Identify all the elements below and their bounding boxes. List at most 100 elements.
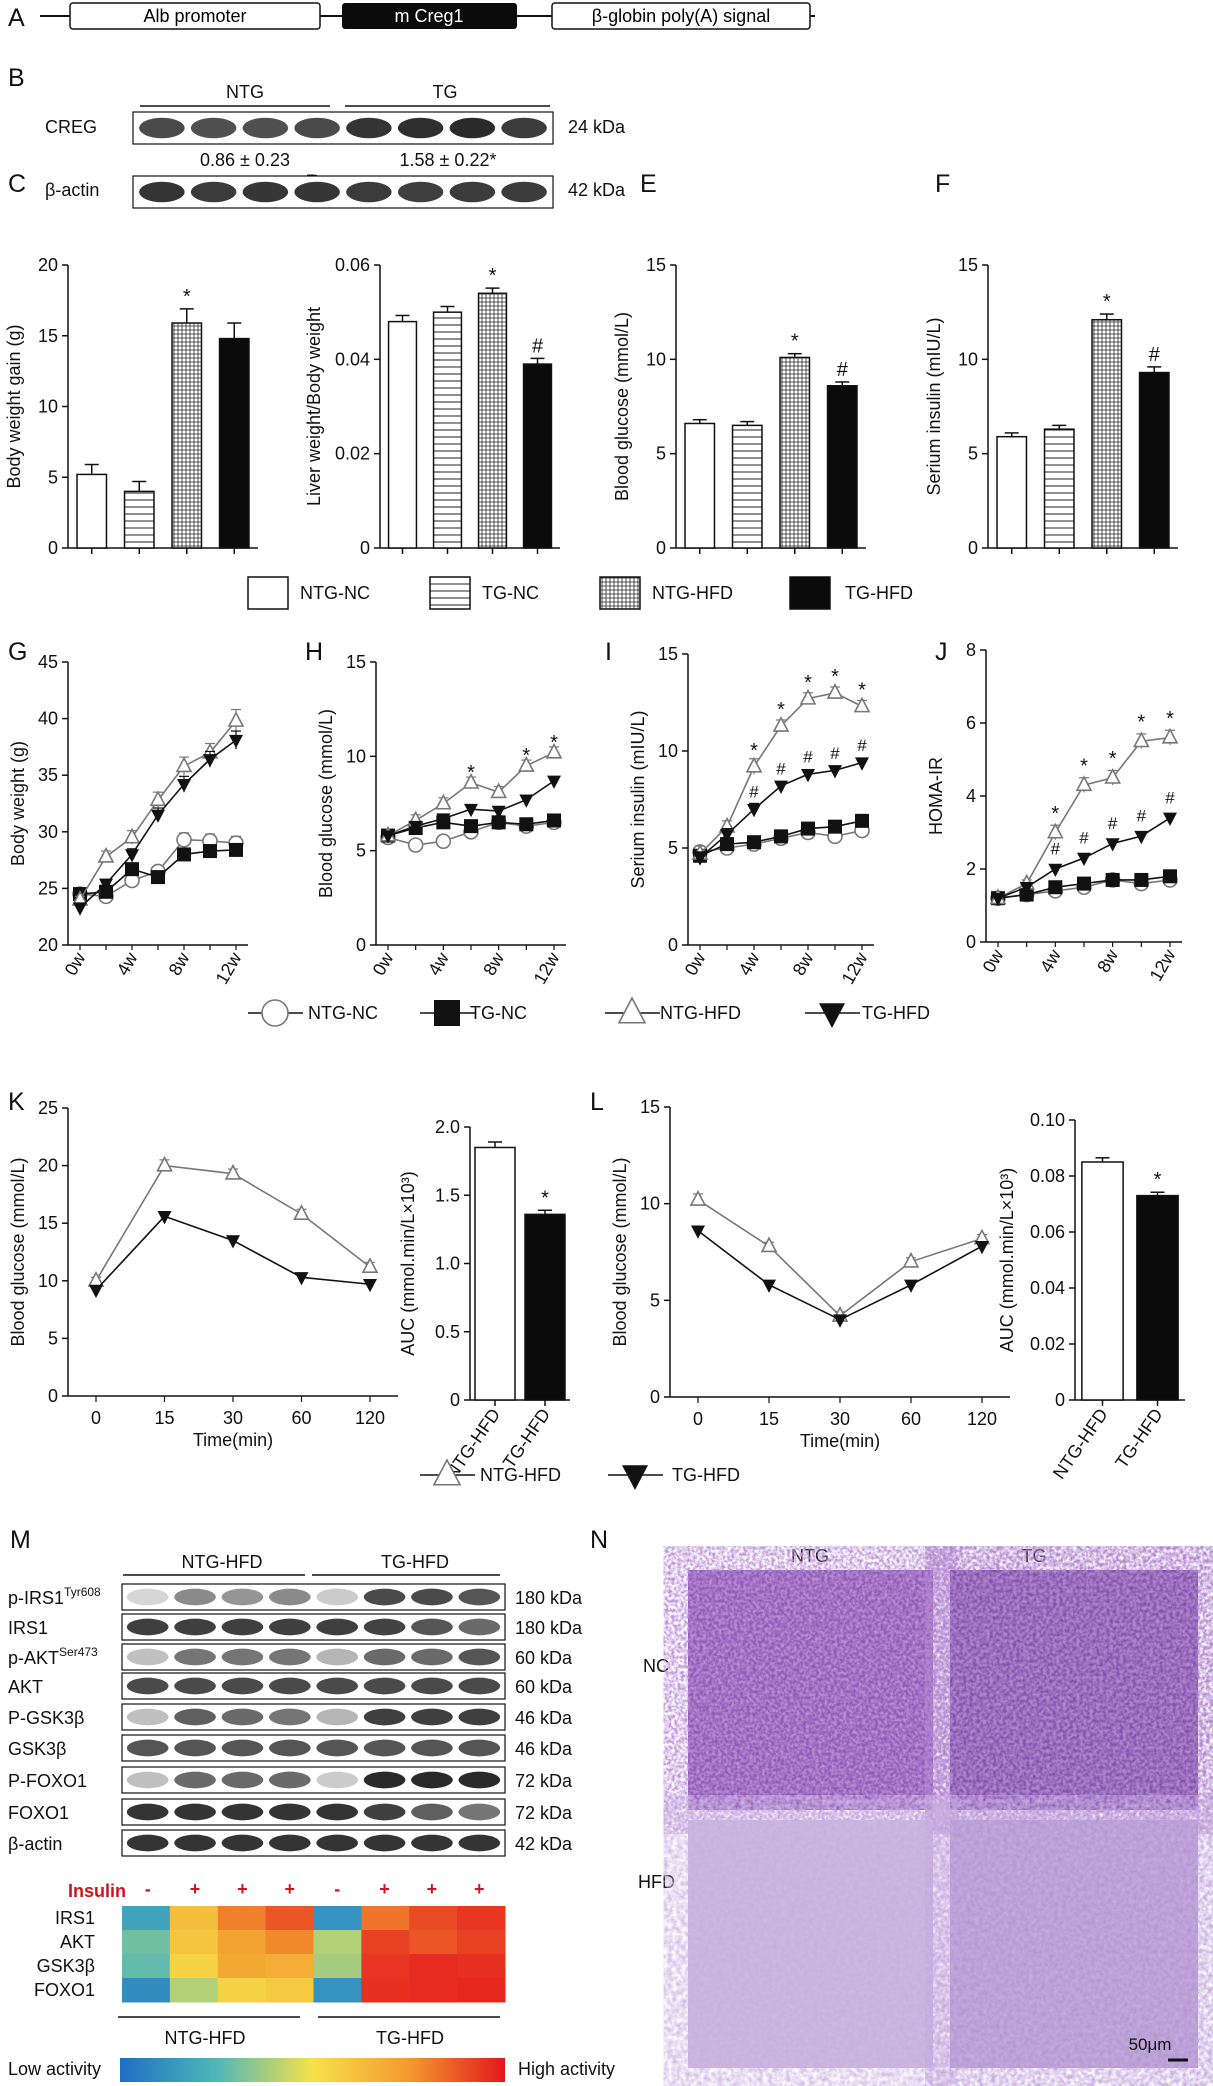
y-tick-label: 0 bbox=[450, 1390, 460, 1410]
bar bbox=[1081, 1161, 1124, 1401]
blot-band bbox=[316, 1618, 359, 1636]
panel-letter-j: J bbox=[935, 638, 948, 666]
marker-triangle-up bbox=[617, 996, 647, 1024]
histo-texture bbox=[688, 1570, 933, 1810]
legend-bars: NTG-NC TG-NC NTG-HFD TG-HFD bbox=[247, 576, 913, 610]
significance-mark: * bbox=[858, 680, 866, 702]
heatmap-cell bbox=[265, 1930, 314, 1955]
y-tick-label: 5 bbox=[48, 467, 58, 487]
y-tick-label: 0.5 bbox=[435, 1322, 460, 1342]
bar bbox=[387, 320, 418, 549]
blot-band bbox=[363, 1771, 406, 1789]
marker-triangle-down bbox=[833, 1314, 847, 1328]
legend-swatch bbox=[789, 576, 831, 610]
legend-label: NTG-NC bbox=[300, 583, 370, 603]
blot-band bbox=[126, 1648, 169, 1666]
marker-triangle-down bbox=[89, 1284, 103, 1299]
chart-l: 0 5 10 15 0 15 30 60 120 Time(min) Blood glucose (… bbox=[610, 1097, 1010, 1451]
legend-swatch bbox=[429, 576, 471, 610]
blot-band bbox=[242, 117, 289, 139]
significance-mark: # bbox=[837, 359, 849, 381]
x-tick-label: 30 bbox=[830, 1409, 850, 1429]
histo-texture bbox=[950, 1570, 1198, 1810]
marker-triangle-up bbox=[227, 711, 245, 727]
blot-band bbox=[363, 1588, 406, 1606]
heatmap-row-label: IRS1 bbox=[55, 1908, 95, 1928]
blot-m-row-label-sup: Ser473 bbox=[59, 1645, 98, 1659]
histology: NTG TG NC HFD 50μm bbox=[638, 1546, 1198, 2068]
heatmap-cell bbox=[409, 1978, 458, 2003]
blot-band bbox=[316, 1588, 359, 1606]
significance-mark: * bbox=[1080, 755, 1088, 777]
panel-letter-l: L bbox=[590, 1088, 604, 1116]
bar bbox=[1091, 318, 1123, 549]
y-tick-label: 5 bbox=[48, 1328, 58, 1348]
legend-swatch bbox=[599, 576, 641, 610]
legend-kl: NTG-HFD TG-HFD bbox=[420, 1458, 740, 1490]
marker-circle bbox=[176, 831, 192, 848]
blot-m-group-ntg: NTG-HFD bbox=[182, 1552, 263, 1572]
chart-c: 0 5 10 15 20 Body weight gain (g) * bbox=[4, 255, 258, 558]
y-tick-label: 1.5 bbox=[435, 1185, 460, 1205]
panel-letter-a: A bbox=[8, 4, 25, 32]
marker-triangle-up bbox=[1104, 767, 1121, 784]
x-tick-label: 30 bbox=[223, 1408, 243, 1428]
marker-triangle-up bbox=[760, 1236, 778, 1253]
chart-l-auc: 0 0.02 0.04 0.06 0.08 0.10 AUC (mmol.min/L×10³… bbox=[997, 1110, 1185, 1483]
significance-mark: * bbox=[522, 745, 530, 767]
y-tick-label: 45 bbox=[38, 652, 58, 672]
blot-band bbox=[501, 181, 547, 203]
blot-m-row-label-text: P-FOXO1 bbox=[8, 1771, 87, 1791]
y-axis-label: Blood glucose (mmol/L) bbox=[8, 1157, 28, 1346]
blot-b-group-tg: TG bbox=[433, 82, 458, 102]
blot-m: NTG-HFD TG-HFD p-IRS1Tyr608 180 kDa IRS1 18… bbox=[8, 1552, 615, 2082]
y-tick-label: 10 bbox=[640, 1194, 660, 1214]
blot-m-row-label: p-IRS1Tyr608 bbox=[8, 1585, 101, 1608]
blot-b-value-ntg: 0.86 ± 0.23 bbox=[200, 150, 290, 170]
x-tick-label: 4w bbox=[1036, 945, 1065, 976]
y-tick-label: 0.06 bbox=[335, 255, 370, 275]
blot-band bbox=[346, 117, 392, 139]
x-tick-label: 8w bbox=[165, 948, 194, 979]
y-tick-label: 0.08 bbox=[1030, 1166, 1065, 1186]
y-tick-label: 0.06 bbox=[1030, 1222, 1065, 1242]
y-axis-label: Serium insulin (mIU/L) bbox=[924, 317, 944, 495]
blot-band bbox=[126, 1803, 169, 1821]
blot-band bbox=[268, 1803, 311, 1821]
marker-triangle-down bbox=[747, 803, 761, 818]
blot-band bbox=[126, 1834, 169, 1852]
y-tick-label: 20 bbox=[38, 255, 58, 275]
heatmap-cell bbox=[265, 1978, 314, 2003]
chart-e: 0 5 10 15 Blood glucose (mmol/L) * # bbox=[612, 255, 866, 558]
bar bbox=[474, 1146, 516, 1401]
blot-m-row-label: IRS1 bbox=[8, 1618, 48, 1638]
blot-band bbox=[294, 181, 340, 203]
legend-label: TG-HFD bbox=[845, 583, 913, 603]
marker-triangle-up bbox=[853, 696, 871, 713]
blot-band bbox=[221, 1834, 264, 1852]
blot-band bbox=[190, 117, 237, 139]
blot-band bbox=[268, 1771, 311, 1789]
blot-band bbox=[449, 181, 496, 203]
x-axis-label: Time(min) bbox=[193, 1430, 273, 1450]
blot-b-kda: 42 kDa bbox=[568, 180, 626, 200]
x-tick-label: 4w bbox=[113, 948, 142, 979]
marker-triangle-down bbox=[73, 902, 87, 916]
significance-mark: * bbox=[1109, 748, 1117, 770]
marker-triangle-down bbox=[151, 809, 165, 823]
significance-mark: # bbox=[532, 335, 544, 357]
blot-band bbox=[221, 1739, 264, 1757]
blot-m-row-label-text: P-GSK3β bbox=[8, 1708, 84, 1728]
blot-band bbox=[221, 1618, 264, 1636]
bar bbox=[171, 322, 203, 549]
x-tick-label: 4w bbox=[424, 948, 453, 979]
insulin-mark: + bbox=[427, 1879, 438, 1899]
blot-band bbox=[294, 117, 340, 139]
blot-m-row-label-text: p-IRS1 bbox=[8, 1588, 64, 1608]
marker-triangle-down bbox=[1105, 838, 1120, 852]
marker-triangle-up bbox=[149, 790, 167, 807]
blot-band bbox=[411, 1618, 453, 1636]
x-tick-label: 0w bbox=[979, 945, 1008, 976]
marker-circle bbox=[261, 999, 289, 1027]
marker-triangle-down bbox=[363, 1279, 377, 1293]
